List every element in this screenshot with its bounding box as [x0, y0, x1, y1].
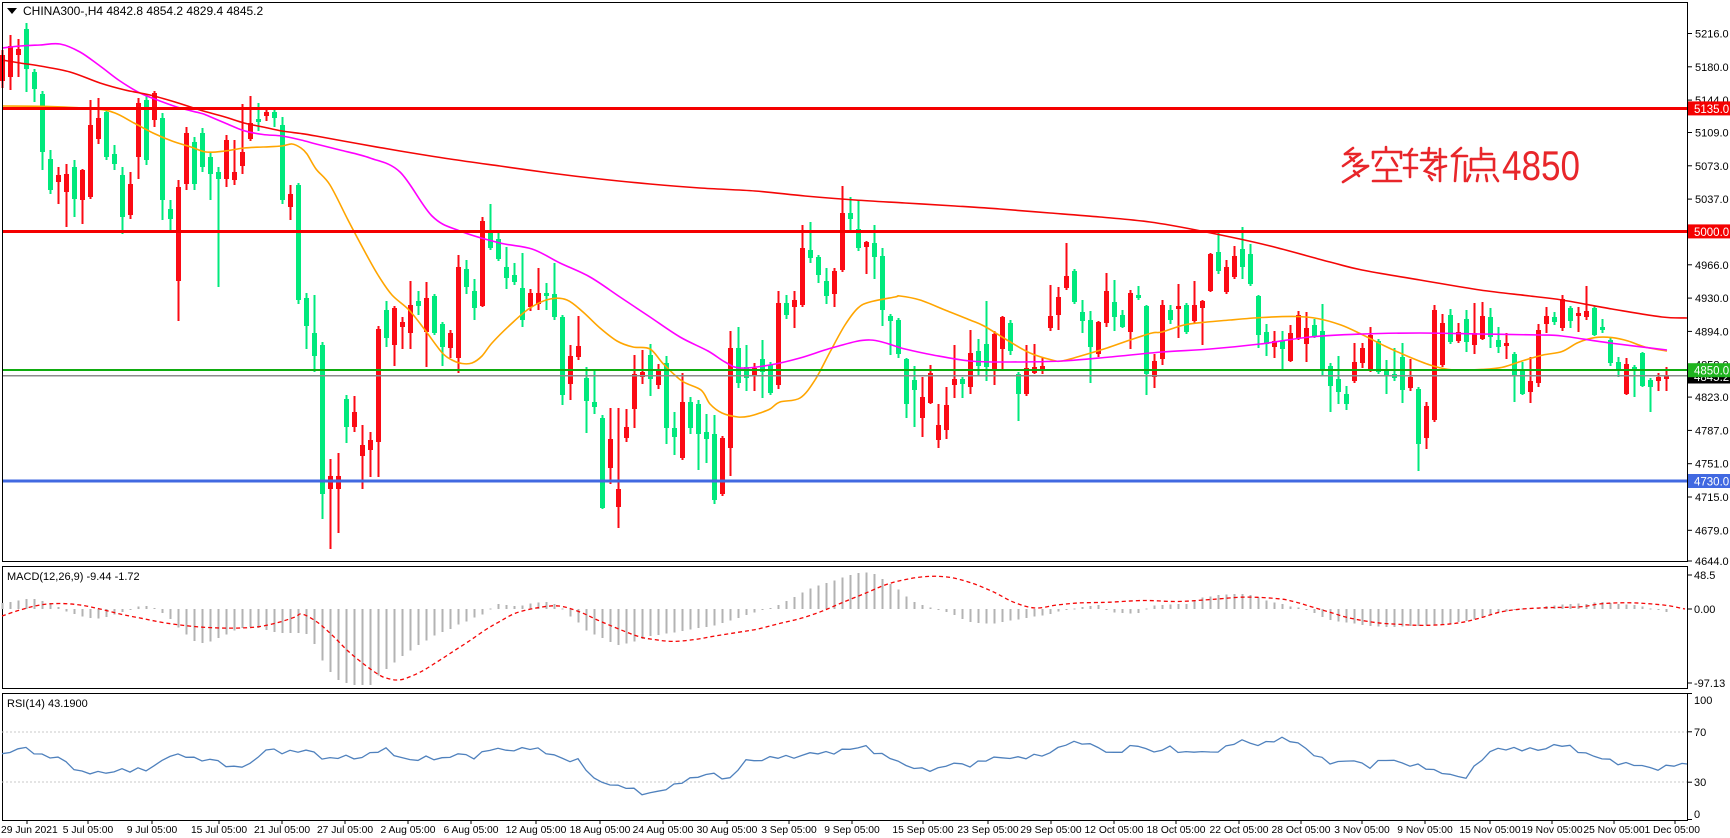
- svg-text:48.5: 48.5: [1694, 570, 1715, 582]
- svg-text:4679.0: 4679.0: [1695, 525, 1729, 537]
- svg-text:4966.0: 4966.0: [1695, 260, 1729, 272]
- svg-text:4894.0: 4894.0: [1695, 326, 1729, 338]
- svg-text:4787.0: 4787.0: [1695, 425, 1729, 437]
- svg-text:4751.0: 4751.0: [1695, 459, 1729, 471]
- svg-text:30 Aug 05:00: 30 Aug 05:00: [697, 825, 758, 836]
- svg-text:3 Nov 05:00: 3 Nov 05:00: [1334, 825, 1390, 836]
- svg-text:4930.0: 4930.0: [1695, 293, 1729, 305]
- svg-text:25 Nov 05:00: 25 Nov 05:00: [1583, 825, 1645, 836]
- svg-text:4730.0: 4730.0: [1694, 477, 1729, 489]
- svg-text:4823.0: 4823.0: [1695, 392, 1729, 404]
- svg-text:5216.0: 5216.0: [1695, 29, 1729, 41]
- svg-text:15 Nov 05:00: 15 Nov 05:00: [1459, 825, 1521, 836]
- svg-text:MACD(12,26,9) -9.44 -1.72: MACD(12,26,9) -9.44 -1.72: [7, 571, 140, 583]
- svg-text:1 Dec 05:00: 1 Dec 05:00: [1644, 825, 1700, 836]
- svg-text:9 Sep 05:00: 9 Sep 05:00: [824, 825, 880, 836]
- svg-text:6 Aug 05:00: 6 Aug 05:00: [444, 825, 499, 836]
- svg-text:4715.0: 4715.0: [1695, 492, 1729, 504]
- svg-text:4850.0: 4850.0: [1694, 366, 1729, 378]
- svg-text:5109.0: 5109.0: [1695, 128, 1729, 140]
- svg-text:29 Jun 2021: 29 Jun 2021: [1, 825, 58, 836]
- svg-text:18 Oct 05:00: 18 Oct 05:00: [1147, 825, 1206, 836]
- svg-text:28 Oct 05:00: 28 Oct 05:00: [1272, 825, 1331, 836]
- svg-text:5000.0: 5000.0: [1694, 227, 1729, 239]
- svg-text:27 Jul 05:00: 27 Jul 05:00: [317, 825, 373, 836]
- svg-text:100: 100: [1694, 695, 1712, 707]
- svg-text:9 Nov 05:00: 9 Nov 05:00: [1397, 825, 1453, 836]
- svg-text:0.00: 0.00: [1694, 604, 1715, 616]
- svg-text:5135.0: 5135.0: [1694, 104, 1729, 116]
- svg-text:23 Sep 05:00: 23 Sep 05:00: [957, 825, 1019, 836]
- svg-text:3 Sep 05:00: 3 Sep 05:00: [761, 825, 817, 836]
- svg-text:5073.0: 5073.0: [1695, 161, 1729, 173]
- svg-text:21 Jul 05:00: 21 Jul 05:00: [254, 825, 310, 836]
- svg-text:22 Oct 05:00: 22 Oct 05:00: [1210, 825, 1269, 836]
- svg-text:30: 30: [1694, 777, 1706, 789]
- svg-text:18 Aug 05:00: 18 Aug 05:00: [570, 825, 631, 836]
- svg-text:4644.0: 4644.0: [1695, 556, 1729, 568]
- svg-text:15 Jul 05:00: 15 Jul 05:00: [191, 825, 247, 836]
- svg-text:5180.0: 5180.0: [1695, 62, 1729, 74]
- svg-text:19 Nov 05:00: 19 Nov 05:00: [1521, 825, 1583, 836]
- svg-text:CHINA300-,H4 4842.8 4854.2 48: CHINA300-,H4 4842.8 4854.2 4829.4 4845.2: [23, 4, 264, 18]
- svg-text:29 Sep 05:00: 29 Sep 05:00: [1020, 825, 1082, 836]
- svg-text:15 Sep 05:00: 15 Sep 05:00: [892, 825, 954, 836]
- svg-text:24 Aug 05:00: 24 Aug 05:00: [633, 825, 694, 836]
- svg-text:5 Jul 05:00: 5 Jul 05:00: [63, 825, 114, 836]
- svg-text:-97.13: -97.13: [1694, 678, 1725, 690]
- svg-text:9 Jul 05:00: 9 Jul 05:00: [127, 825, 178, 836]
- svg-text:2 Aug 05:00: 2 Aug 05:00: [381, 825, 436, 836]
- svg-text:70: 70: [1694, 727, 1706, 739]
- svg-text:0: 0: [1694, 809, 1700, 821]
- svg-text:5037.0: 5037.0: [1695, 194, 1729, 206]
- svg-text:4850: 4850: [1502, 142, 1580, 189]
- svg-text:12 Oct 05:00: 12 Oct 05:00: [1085, 825, 1144, 836]
- svg-text:12 Aug 05:00: 12 Aug 05:00: [506, 825, 567, 836]
- svg-text:RSI(14) 43.1900: RSI(14) 43.1900: [7, 698, 88, 710]
